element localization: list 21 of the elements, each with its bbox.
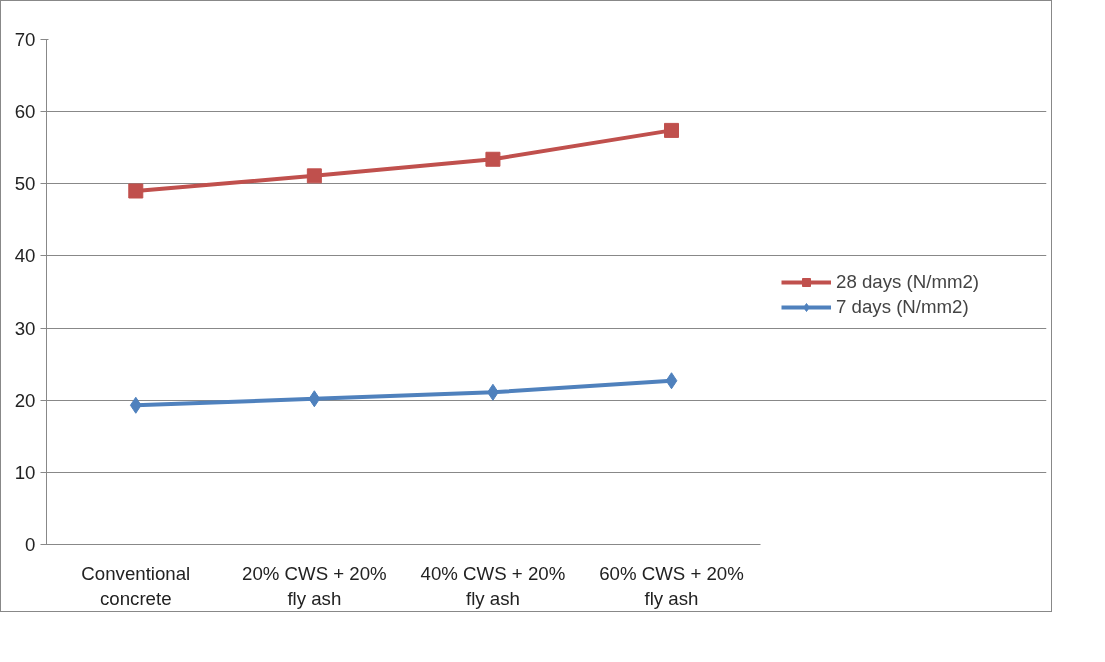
point (485, 151, 501, 167)
x-tick-label: Conventional concrete (81, 562, 191, 609)
y-tick-label: 40 (14, 245, 36, 267)
x-tick-label: 40% CWS + 20% fly ash (420, 562, 566, 609)
y-tick-label: 10 (14, 461, 36, 483)
point (665, 372, 678, 390)
x-tick-label: 20% CWS + 20% fly ash (242, 562, 387, 609)
y-tick-label: 50 (14, 173, 36, 195)
y-tick-label: 60 (14, 101, 36, 123)
y-tick-label: 70 (14, 29, 36, 50)
point (128, 183, 144, 199)
y-tick-label: 0 (25, 534, 36, 555)
y-tick-label: 20 (14, 389, 36, 411)
y-tick-label: 30 (14, 317, 36, 339)
legend-label: 7 days (N/mm2) (836, 296, 969, 318)
point (664, 122, 679, 138)
x-tick-label: 60% CWS + 20% fly ash (599, 562, 744, 609)
point (308, 390, 321, 408)
legend-label: 28 days (N/mm2) (836, 271, 980, 293)
point (306, 168, 322, 184)
point (129, 396, 142, 414)
